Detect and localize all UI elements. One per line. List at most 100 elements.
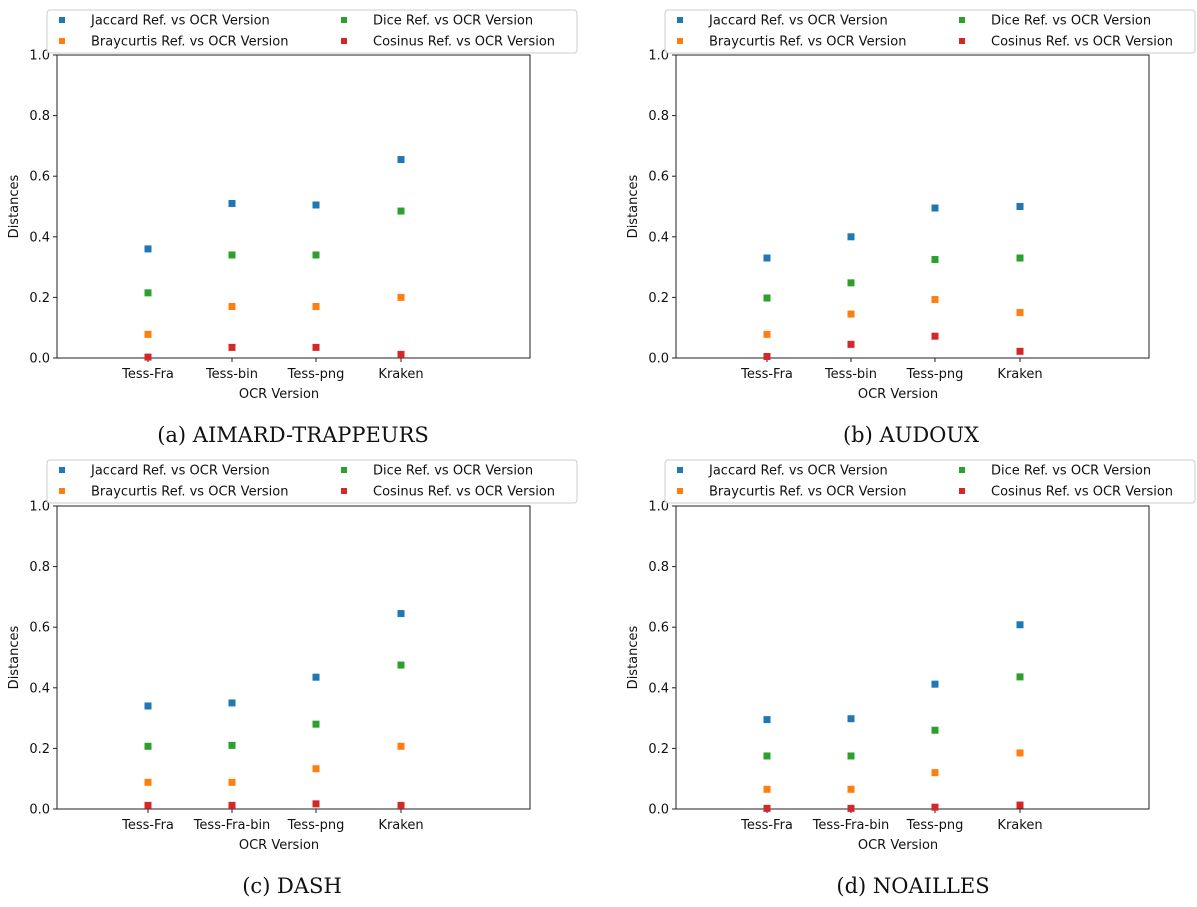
x-tick-label: Tess-bin <box>824 367 877 382</box>
x-tick-label: Kraken <box>378 367 423 382</box>
data-point-braycurtis <box>763 330 771 338</box>
y-tick-label: 0.0 <box>29 352 50 367</box>
y-tick-label: 0.2 <box>648 742 669 757</box>
data-point-dice <box>397 661 405 669</box>
data-point-cosinus <box>144 801 152 809</box>
y-tick-label: 0.4 <box>648 681 669 696</box>
legend-marker-dice <box>959 17 965 23</box>
data-point-jaccard <box>763 254 771 262</box>
legend-label-braycurtis: Braycurtis Ref. vs OCR Version <box>91 485 289 500</box>
x-tick-label: Tess-Fra-bin <box>812 818 890 833</box>
axes-frame <box>675 54 1150 359</box>
data-point-braycurtis <box>1016 309 1024 317</box>
y-tick-label: 0.6 <box>29 621 50 636</box>
data-point-jaccard <box>397 610 405 618</box>
y-tick-label: 0.0 <box>648 803 669 818</box>
legend-marker-jaccard <box>677 17 683 23</box>
legend-box <box>46 459 578 504</box>
legend-label-jaccard: Jaccard Ref. vs OCR Version <box>90 14 270 29</box>
y-tick-label: 0.4 <box>29 681 50 696</box>
chart-panel-3: 0.0 0.2 0.4 0.6 0.8 1.0 Tess-Fra Tess-Fra-bin Te… <box>626 459 1196 853</box>
x-tick-label: Tess-png <box>906 818 964 833</box>
y-tick-label: 0.8 <box>648 560 669 575</box>
data-point-dice <box>847 752 855 760</box>
y-tick-label: 0.0 <box>29 803 50 818</box>
legend-label-dice: Dice Ref. vs OCR Version <box>991 14 1151 29</box>
legend-label-cosinus: Cosinus Ref. vs OCR Version <box>373 35 555 50</box>
legend-marker-braycurtis <box>677 488 683 494</box>
legend-marker-cosinus <box>341 488 347 494</box>
data-point-braycurtis <box>847 785 855 793</box>
data-point-cosinus <box>847 804 855 812</box>
x-tick-label: Tess-Fra-bin <box>193 818 271 833</box>
data-point-jaccard <box>397 156 405 164</box>
data-point-jaccard <box>144 702 152 710</box>
caption-b: (b) AUDOUX <box>842 423 980 447</box>
data-point-dice <box>228 251 236 259</box>
data-point-jaccard <box>228 199 236 207</box>
y-tick-label: 0.4 <box>648 230 669 245</box>
x-tick-label: Tess-Fra <box>121 818 174 833</box>
data-point-cosinus <box>1016 801 1024 809</box>
legend-label-braycurtis: Braycurtis Ref. vs OCR Version <box>709 35 907 50</box>
data-point-dice <box>144 742 152 750</box>
x-tick-label: Tess-png <box>287 367 345 382</box>
legend-marker-cosinus <box>341 38 347 44</box>
data-point-dice <box>763 294 771 302</box>
data-point-dice <box>847 279 855 287</box>
legend-marker-cosinus <box>959 488 965 494</box>
y-tick-label: 0.2 <box>29 291 50 306</box>
legend-label-cosinus: Cosinus Ref. vs OCR Version <box>991 35 1173 50</box>
data-point-cosinus <box>397 350 405 358</box>
data-point-jaccard <box>312 201 320 209</box>
data-point-cosinus <box>312 800 320 808</box>
data-point-cosinus <box>144 353 152 361</box>
data-point-braycurtis <box>847 310 855 318</box>
legend-box <box>46 9 578 54</box>
data-point-braycurtis <box>763 785 771 793</box>
data-point-jaccard <box>847 715 855 723</box>
y-tick-label: 0.6 <box>29 170 50 185</box>
data-point-jaccard <box>1016 203 1024 210</box>
data-point-cosinus <box>397 801 405 809</box>
data-point-jaccard <box>763 716 771 724</box>
x-tick-label: Kraken <box>378 818 423 833</box>
data-point-braycurtis <box>144 778 152 786</box>
data-point-jaccard <box>144 245 152 253</box>
data-point-braycurtis <box>1016 749 1024 757</box>
legend-marker-braycurtis <box>59 488 65 494</box>
y-tick-label: 0.8 <box>648 109 669 124</box>
caption-c: (c) DASH <box>242 874 342 898</box>
data-point-dice <box>1016 673 1024 681</box>
legend-label-dice: Dice Ref. vs OCR Version <box>991 464 1151 479</box>
data-point-dice <box>1016 254 1024 262</box>
y-tick-label: 1.0 <box>648 500 669 515</box>
data-point-jaccard <box>312 673 320 681</box>
y-tick-label: 0.2 <box>29 742 50 757</box>
data-point-cosinus <box>847 340 855 348</box>
data-point-jaccard <box>931 680 939 688</box>
chart-panel-0: 0.0 0.2 0.4 0.6 0.8 1.0 Tess-Fra Tess-bin Tess-p… <box>7 9 578 402</box>
y-axis-label: Distances <box>7 625 22 689</box>
data-point-braycurtis <box>228 302 236 310</box>
x-tick-label: Kraken <box>997 818 1042 833</box>
data-point-dice <box>228 741 236 749</box>
data-point-cosinus <box>228 343 236 351</box>
data-point-dice <box>763 752 771 760</box>
legend-label-dice: Dice Ref. vs OCR Version <box>373 464 533 479</box>
x-axis-label: OCR Version <box>858 838 938 853</box>
caption-d: (d) NOAILLES <box>836 874 990 898</box>
legend-marker-dice <box>341 467 347 473</box>
data-point-cosinus <box>763 352 771 360</box>
y-tick-label: 0.0 <box>648 352 669 367</box>
data-point-braycurtis <box>312 765 320 773</box>
axes-frame <box>675 505 1150 810</box>
legend-marker-jaccard <box>59 17 65 23</box>
data-point-dice <box>312 720 320 728</box>
axes-frame <box>56 505 531 810</box>
legend-label-cosinus: Cosinus Ref. vs OCR Version <box>991 485 1173 500</box>
legend-box <box>664 459 1196 504</box>
x-axis-label: OCR Version <box>239 387 319 402</box>
data-point-cosinus <box>1016 347 1024 355</box>
